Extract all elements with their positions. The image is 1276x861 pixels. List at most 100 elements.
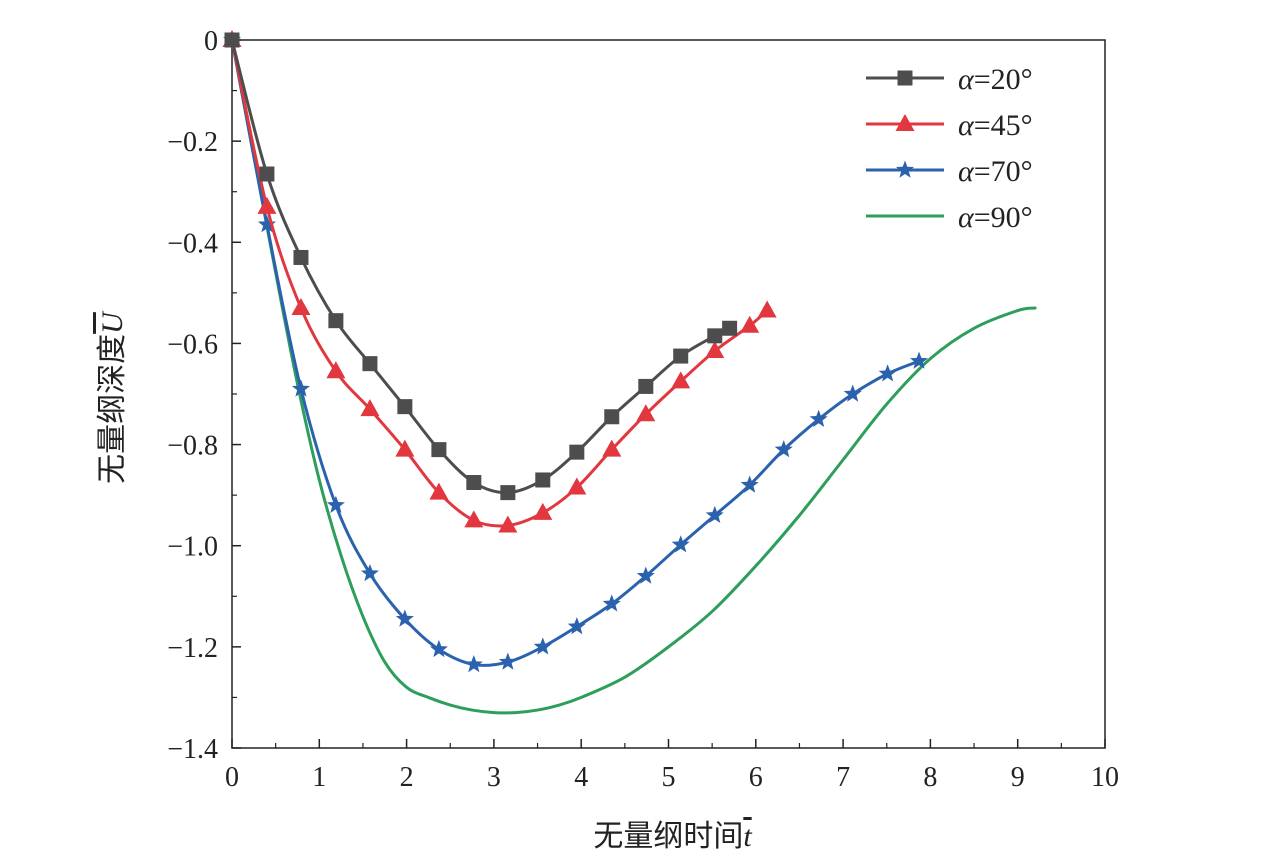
data-point xyxy=(464,655,483,673)
legend-label: α=20° xyxy=(958,63,1033,96)
data-point xyxy=(604,409,620,425)
data-point xyxy=(740,315,760,333)
x-tick-label: 8 xyxy=(923,762,937,793)
legend-label-symbol: α xyxy=(958,63,975,96)
legend-item: α=20° xyxy=(866,63,1033,96)
x-tick-label: 0 xyxy=(225,762,239,793)
data-point xyxy=(533,637,552,655)
x-tick-label: 10 xyxy=(1091,762,1119,793)
data-point xyxy=(257,215,276,233)
y-axis-title-symbol: U xyxy=(96,310,129,334)
data-point xyxy=(809,409,828,427)
data-point xyxy=(395,439,415,457)
data-point xyxy=(878,364,897,382)
legend-item: α=90° xyxy=(866,201,1033,234)
data-point xyxy=(429,639,448,658)
y-tick-label: −1.4 xyxy=(167,734,218,765)
legend-item: α=70° xyxy=(866,155,1033,188)
legend-marker xyxy=(895,114,915,131)
legend-label-value: =90° xyxy=(974,201,1033,234)
legend-label-value: =70° xyxy=(974,155,1033,188)
data-point xyxy=(257,196,277,214)
data-point xyxy=(395,609,414,627)
data-point xyxy=(326,361,346,379)
data-point xyxy=(466,475,482,490)
y-tick-label: 0 xyxy=(204,26,218,57)
data-point xyxy=(567,477,587,495)
data-point xyxy=(602,594,621,612)
legend-label-symbol: α xyxy=(958,155,975,188)
data-point xyxy=(707,328,723,344)
x-tick-label: 4 xyxy=(574,762,588,793)
data-point xyxy=(843,384,862,402)
legend-label: α=70° xyxy=(958,155,1033,188)
x-tick-label: 1 xyxy=(312,762,326,793)
data-point xyxy=(671,535,690,553)
y-tick-label: −0.4 xyxy=(167,228,218,259)
data-point xyxy=(757,300,777,318)
series-3 xyxy=(222,30,929,673)
data-point xyxy=(567,617,586,635)
x-tick-label: 6 xyxy=(749,762,763,793)
data-point xyxy=(638,378,654,394)
legend-label-symbol: α xyxy=(958,109,975,142)
data-point xyxy=(362,356,378,372)
series-layer xyxy=(222,30,1037,715)
data-point xyxy=(291,379,310,397)
data-point xyxy=(910,351,929,369)
legend-item: α=45° xyxy=(866,109,1033,142)
data-point xyxy=(636,404,656,422)
data-point xyxy=(224,32,240,48)
series-2 xyxy=(222,30,777,533)
data-point xyxy=(740,475,759,493)
y-tick-label: −1.0 xyxy=(167,532,218,563)
data-point xyxy=(671,371,691,389)
x-tick-label: 3 xyxy=(487,762,501,793)
data-point xyxy=(722,320,738,336)
x-axis-title-symbol: t xyxy=(743,820,752,853)
legend-label-value: =20° xyxy=(974,63,1033,96)
axis-titles: 无量纲时间t 无量纲深度U xyxy=(95,310,752,854)
data-point xyxy=(535,472,551,488)
y-tick-label: −0.2 xyxy=(167,127,218,158)
data-point xyxy=(259,166,275,182)
data-point xyxy=(774,440,793,458)
data-point xyxy=(326,495,345,513)
series-line xyxy=(230,38,1037,715)
data-point xyxy=(533,502,553,520)
y-tick-label: −1.2 xyxy=(167,633,218,664)
x-tick-label: 2 xyxy=(400,762,414,793)
data-point xyxy=(360,399,380,417)
x-axis-title-text: 无量纲时间 xyxy=(593,819,743,854)
legend-marker xyxy=(895,160,915,178)
data-point xyxy=(498,652,517,670)
data-point xyxy=(328,313,344,329)
x-tick-label: 5 xyxy=(662,762,676,793)
series-1 xyxy=(224,32,738,501)
data-point xyxy=(397,399,413,415)
axes: 0 1 2 3 4 5 6 7 8 9 10 0 −0.2 −0.4 −0.6 −0.8 −1.0 −1.2 −1.… xyxy=(167,26,1119,793)
legend: α=20°α=45°α=70°α=90° xyxy=(866,63,1033,234)
legend-label: α=45° xyxy=(958,109,1033,142)
x-axis-title: 无量纲时间t xyxy=(593,819,752,854)
data-point xyxy=(293,249,309,265)
y-axis-title-text: 无量纲深度 xyxy=(95,334,130,484)
data-point xyxy=(569,444,585,460)
data-point xyxy=(705,505,724,524)
series-line xyxy=(230,38,921,667)
legend-label-symbol: α xyxy=(958,201,975,234)
data-point xyxy=(498,515,518,533)
data-point xyxy=(360,564,379,582)
data-point xyxy=(500,485,516,501)
data-point xyxy=(602,439,622,457)
y-tick-label: −0.8 xyxy=(167,431,218,462)
data-point xyxy=(636,566,655,584)
data-point xyxy=(429,482,449,500)
legend-label: α=90° xyxy=(958,201,1033,234)
data-point xyxy=(673,348,689,364)
x-tick-label: 9 xyxy=(1011,762,1025,793)
legend-marker xyxy=(897,70,913,86)
x-tick-label: 7 xyxy=(836,762,850,793)
y-axis-title: 无量纲深度U xyxy=(95,310,130,484)
